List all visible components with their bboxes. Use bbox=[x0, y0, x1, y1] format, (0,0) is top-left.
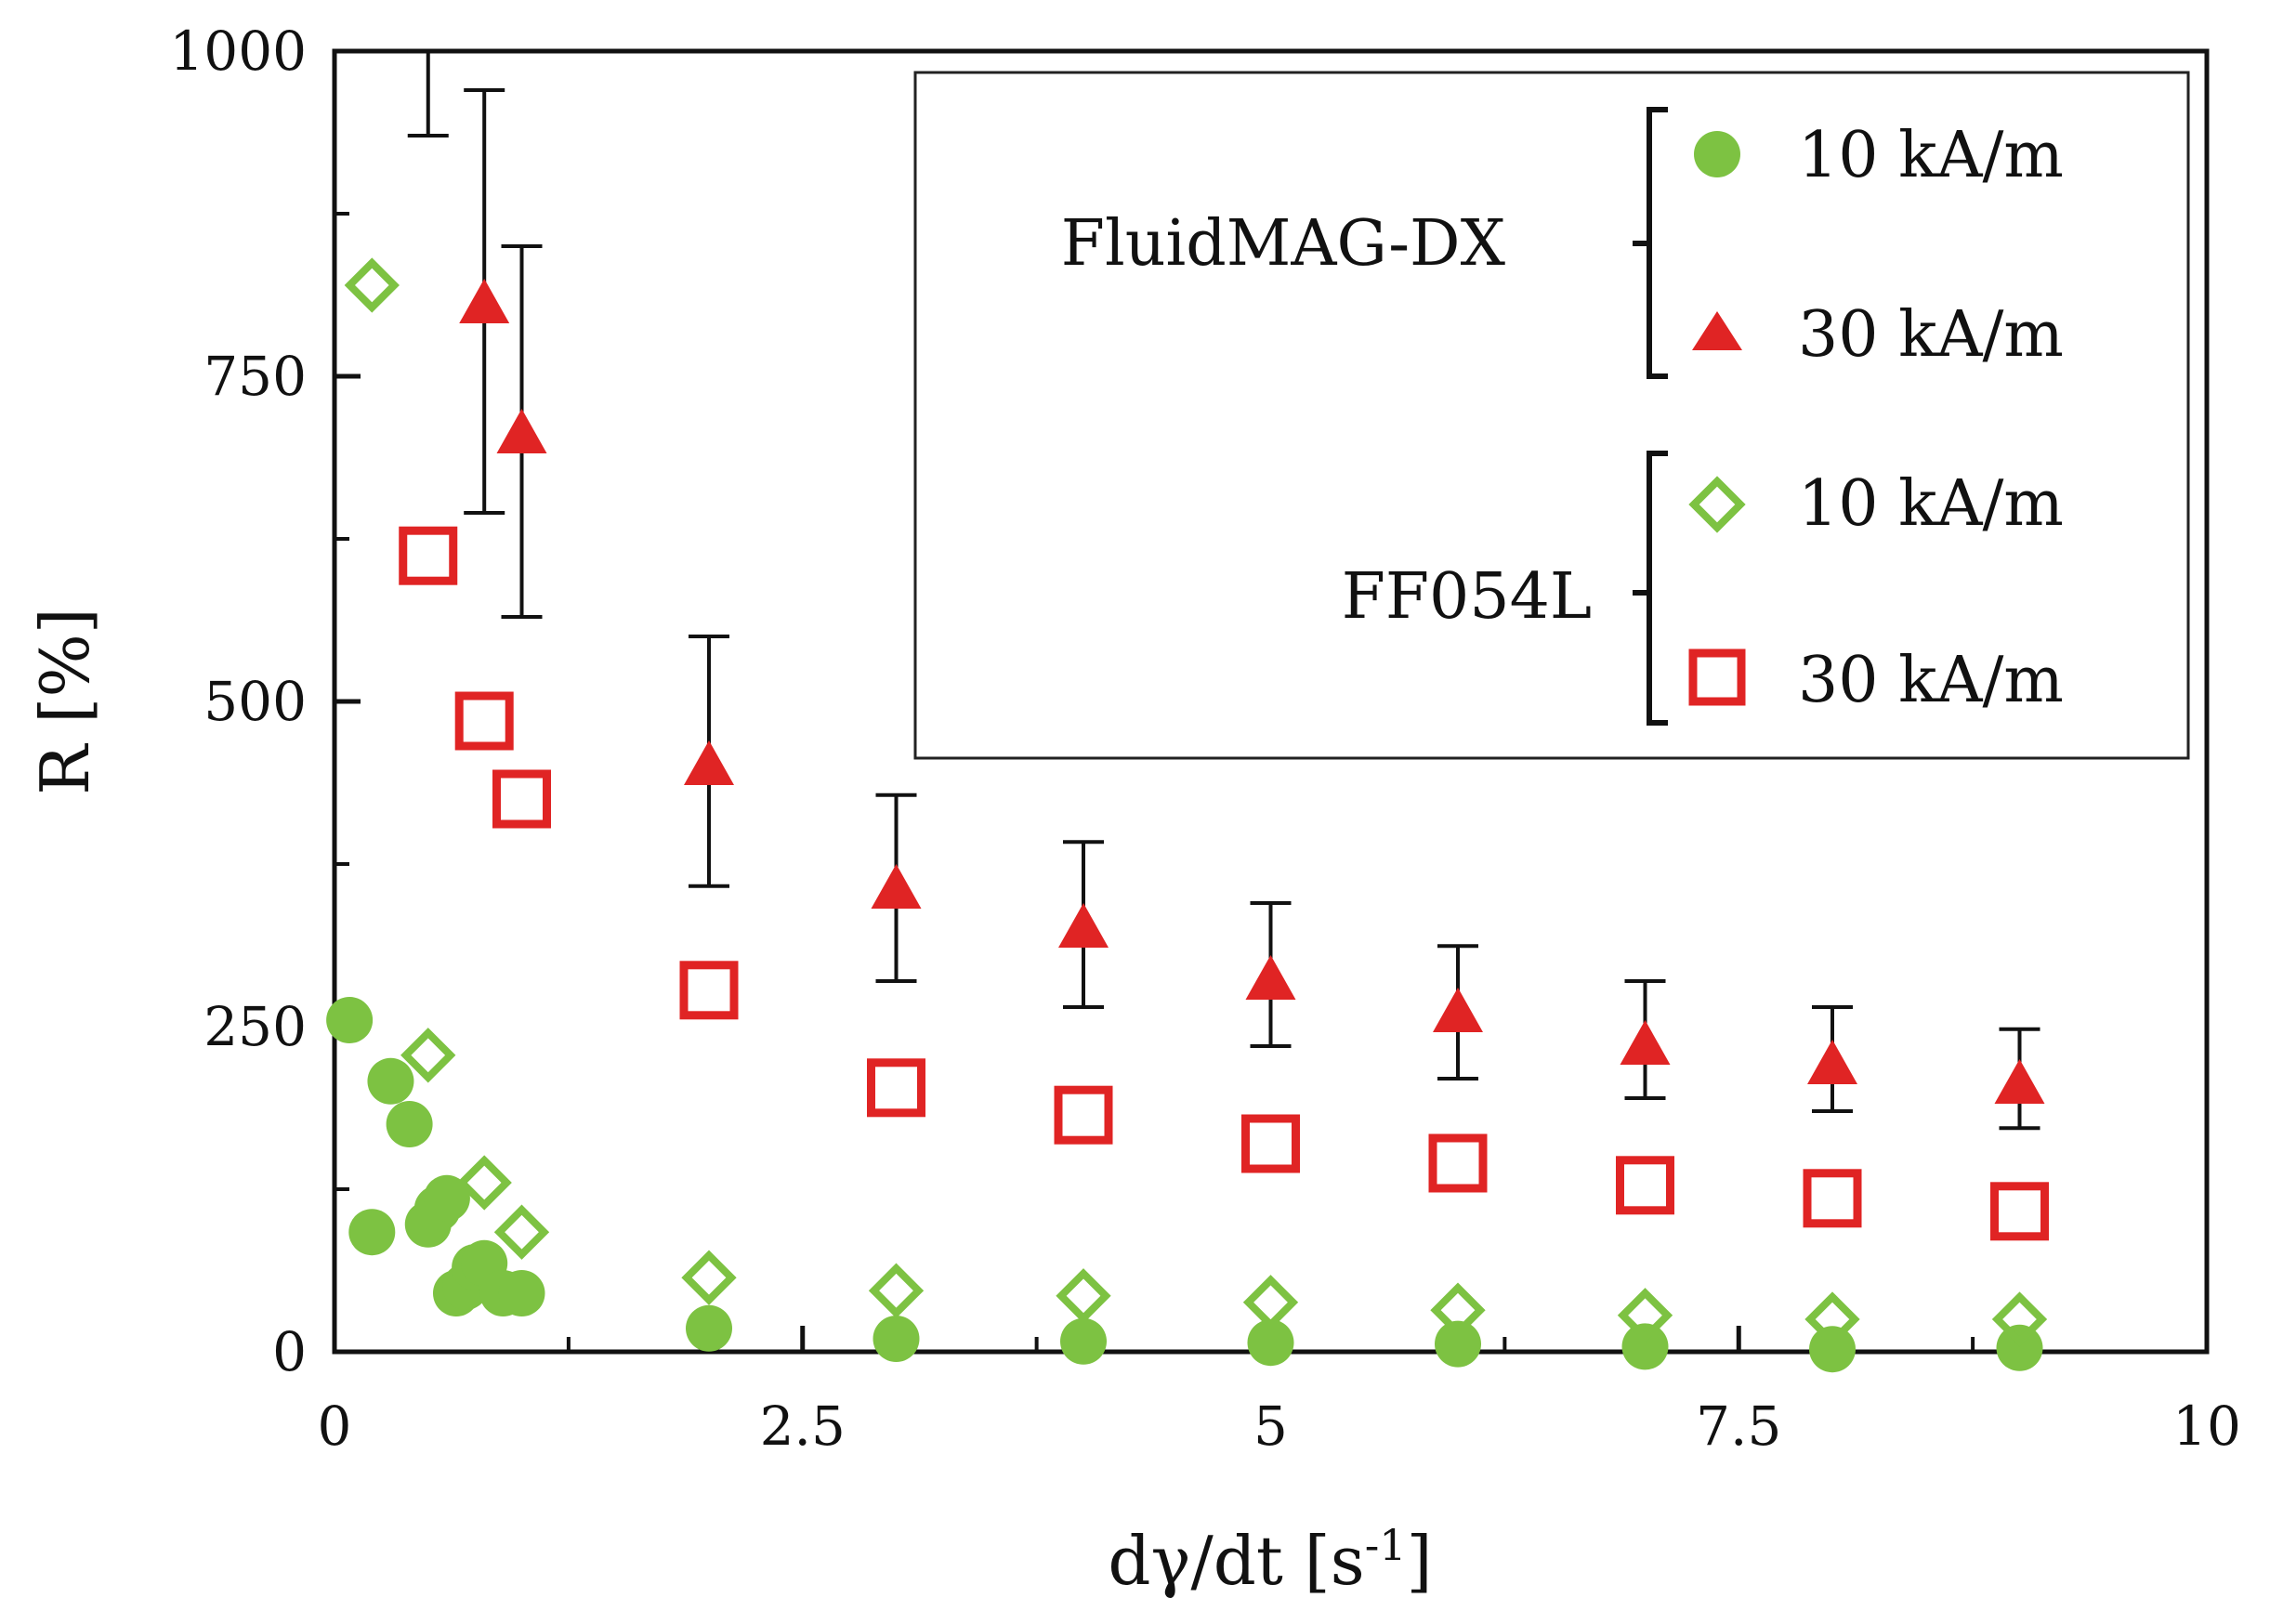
data-point-diamond bbox=[493, 1204, 550, 1260]
legend-bracket-ff054l bbox=[1633, 451, 1668, 726]
data-point-square bbox=[454, 691, 514, 751]
legend-frame bbox=[913, 71, 2190, 760]
data-point-circle bbox=[686, 1304, 732, 1352]
data-point-diamond bbox=[1242, 1275, 1299, 1330]
data-point-square bbox=[399, 526, 458, 585]
legend-entry-fluidmag-dx-30: 30 kA/m bbox=[1798, 298, 2064, 372]
data-point-triangle bbox=[1058, 903, 1109, 948]
data-point-triangle bbox=[459, 279, 510, 323]
data-point-diamond bbox=[456, 1155, 512, 1211]
y-axis-title: R [%] bbox=[26, 608, 104, 795]
x-tick-label: 5 bbox=[1253, 1395, 1288, 1458]
data-point-triangle bbox=[871, 864, 922, 909]
legend-group-label-ff054l: FF054L bbox=[1342, 560, 1592, 634]
data-point-circle bbox=[498, 1270, 545, 1316]
y-tick-label: 1000 bbox=[169, 20, 307, 83]
data-point-diamond bbox=[681, 1250, 737, 1305]
data-point-diamond bbox=[1430, 1282, 1486, 1338]
data-point-square bbox=[867, 1058, 925, 1118]
data-point-square bbox=[1054, 1085, 1113, 1145]
legend-marker-fluidmag-dx-30 bbox=[1692, 311, 1742, 350]
data-markers bbox=[326, 257, 2049, 1373]
data-point-triangle bbox=[1433, 988, 1483, 1032]
legend-entry-fluidmag-dx-10: 10 kA/m bbox=[1798, 119, 2064, 192]
data-point-triangle bbox=[1994, 1059, 2045, 1104]
legend-entry-ff054l-10: 10 kA/m bbox=[1798, 467, 2064, 541]
data-point-square bbox=[1428, 1133, 1488, 1193]
data-point-diamond bbox=[1056, 1268, 1111, 1324]
data-point-circle bbox=[1247, 1319, 1294, 1367]
data-point-circle bbox=[326, 997, 374, 1043]
data-point-diamond bbox=[1617, 1288, 1673, 1343]
data-point-circle bbox=[1060, 1317, 1107, 1365]
data-point-circle bbox=[348, 1209, 396, 1256]
data-point-circle bbox=[873, 1316, 920, 1362]
data-point-square bbox=[492, 769, 551, 829]
data-point-circle bbox=[367, 1057, 414, 1105]
legend-entry-ff054l-30: 30 kA/m bbox=[1798, 644, 2064, 717]
data-point-triangle bbox=[1807, 1040, 1857, 1084]
legend-bracket-fluidmag-dx bbox=[1633, 107, 1668, 379]
data-point-circle bbox=[423, 1174, 470, 1222]
legend-marker-ff054l-30 bbox=[1688, 648, 1746, 706]
data-point-diamond bbox=[344, 257, 400, 313]
axis-ticks: 0 2.5 5 7.5 10 0 250 500 750 1000 bbox=[169, 20, 2241, 1458]
legend: FluidMAG-DX FF054L 10 kA/m 30 kA/m 10 kA… bbox=[913, 71, 2190, 760]
data-point-diamond bbox=[1991, 1291, 2048, 1347]
y-tick-label: 500 bbox=[203, 670, 307, 733]
data-point-square bbox=[1990, 1182, 2049, 1241]
data-point-triangle bbox=[496, 409, 547, 453]
data-point-triangle bbox=[1620, 1020, 1671, 1065]
data-point-circle bbox=[1809, 1326, 1856, 1373]
x-tick-label: 10 bbox=[2172, 1395, 2241, 1458]
data-point-square bbox=[1616, 1156, 1674, 1215]
data-point-triangle bbox=[1245, 955, 1296, 1000]
y-tick-label: 750 bbox=[203, 345, 307, 408]
legend-marker-ff054l-10 bbox=[1688, 476, 1746, 533]
legend-marker-fluidmag-dx-10 bbox=[1694, 131, 1740, 177]
data-point-diamond bbox=[400, 1028, 456, 1083]
data-point-circle bbox=[1435, 1320, 1481, 1368]
x-tick-label: 7.5 bbox=[1696, 1395, 1781, 1458]
x-tick-label: 2.5 bbox=[760, 1395, 846, 1458]
data-point-triangle bbox=[684, 740, 734, 785]
data-point-diamond bbox=[868, 1263, 925, 1318]
data-point-square bbox=[1241, 1114, 1300, 1173]
data-point-square bbox=[1803, 1169, 1862, 1228]
data-point-circle bbox=[386, 1101, 433, 1147]
legend-group-label-fluidmag-dx: FluidMAG-DX bbox=[1061, 207, 1506, 281]
data-point-circle bbox=[1996, 1324, 2043, 1371]
data-point-diamond bbox=[1804, 1291, 1860, 1347]
x-tick-label: 0 bbox=[318, 1395, 352, 1458]
data-point-circle bbox=[1621, 1323, 1669, 1370]
y-tick-label: 250 bbox=[203, 995, 307, 1058]
data-point-square bbox=[679, 961, 739, 1020]
y-tick-label: 0 bbox=[272, 1320, 307, 1383]
x-axis-title: dγ/dt [s-1] bbox=[1108, 1520, 1432, 1600]
